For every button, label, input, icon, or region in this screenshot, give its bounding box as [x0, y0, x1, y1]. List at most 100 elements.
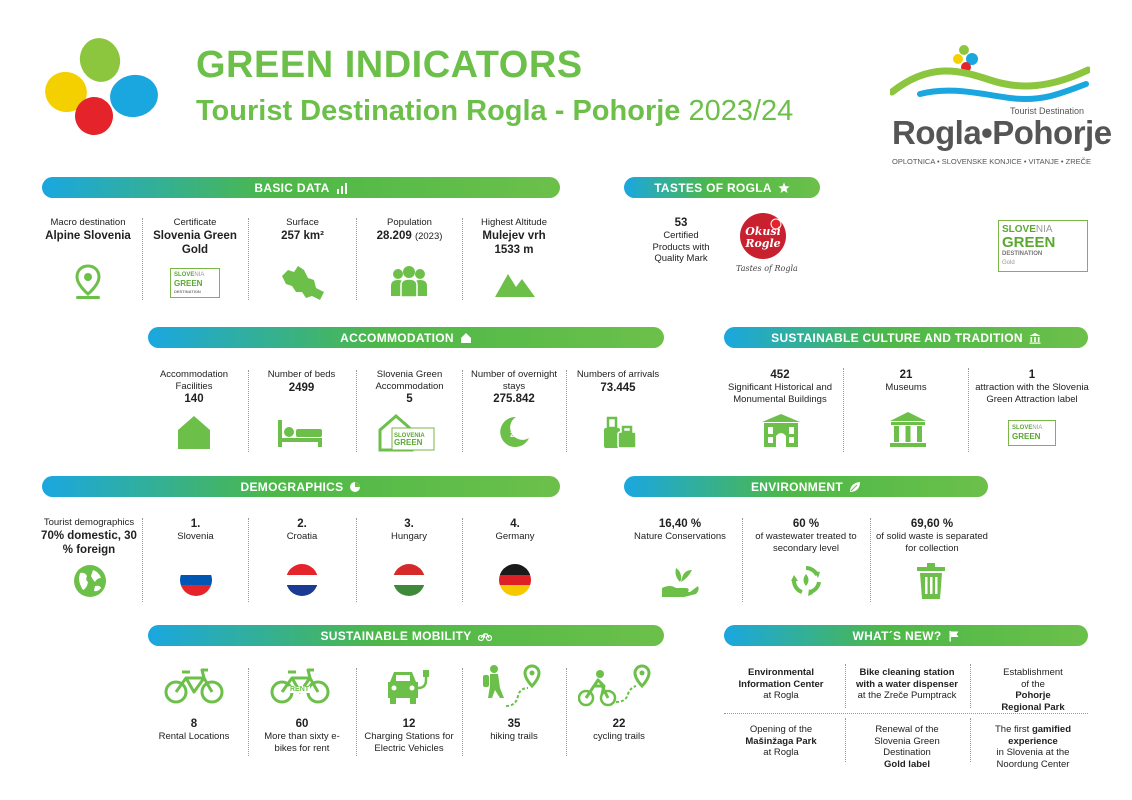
basic-certificate-value: Slovenia Green Gold [153, 229, 237, 256]
basic-surface: Surface 257 km² [255, 217, 350, 243]
news-env-center-bold: Environmental Information Center [738, 667, 824, 690]
env-waste: 69,60 % of solid waste is separated for … [876, 517, 988, 554]
news-regional-park-pre: Establishment of the [1003, 667, 1063, 690]
house-small-icon [460, 332, 471, 343]
culture-museums-value: 21 [899, 369, 913, 381]
brand-places: OPLOTNICA • SLOVENSKE KONJICE • VITANJE … [892, 157, 1092, 166]
okusi-rogle-logo [740, 213, 786, 259]
mob-hiking-value: 35 [507, 718, 521, 730]
acc-green-value: 5 [406, 393, 413, 405]
env-wastewater-label: of wastewater treated to secondary level [755, 531, 857, 554]
demo-intro-value: 70% domestic, 30 % foreign [41, 529, 137, 556]
culture-header: SUSTAINABLE CULTURE AND TRADITION [724, 327, 1088, 348]
env-waste-value: 69,60 % [910, 518, 954, 530]
demo-country-1-rank: 1. [190, 518, 201, 530]
demo-country-1: 1. Slovenia [148, 517, 243, 543]
rent-badge: RENT [289, 686, 311, 693]
news-gamified: The first gamified experience in Sloveni… [976, 724, 1090, 770]
mob-cycling-label: cycling trails [593, 731, 645, 742]
basic-population: Population 28.209 (2023) [362, 217, 457, 244]
luggage-icon [604, 416, 637, 449]
env-wastewater: 60 % of wastewater treated to secondary … [748, 517, 864, 554]
bar-chart-icon [336, 182, 347, 194]
basic-altitude-value: Mulejev vrh 1533 m [482, 229, 546, 256]
basic-macro: Macro destination Alpine Slovenia [42, 217, 134, 243]
culture-buildings-label: Significant Historical and Monumental Bu… [727, 382, 833, 405]
basic-surface-value: 257 km² [281, 229, 324, 242]
flag-croatia [286, 564, 318, 596]
culture-attraction: 1 attraction with the Slovenia Green Att… [974, 368, 1090, 405]
brand-small-label: Tourist Destination [1010, 106, 1085, 116]
bed-icon [278, 420, 322, 447]
flag-germany [499, 564, 531, 596]
acc-beds: Number of beds 2499 [254, 369, 349, 395]
hand-plant-icon [662, 568, 699, 597]
mob-rental-label: Rental Locations [158, 731, 230, 742]
culture-attraction-value: 1 [1028, 369, 1036, 381]
location-pin-icon [75, 264, 101, 299]
env-nature: 16,40 % Nature Conservations [628, 517, 732, 543]
news-regional-park-bold: Pohorje Regional Park [1001, 690, 1065, 713]
demographics-header: DEMOGRAPHICS [42, 476, 560, 497]
acc-arrivals-value: 73.445 [600, 381, 636, 394]
mob-charging: 12 Charging Stations for Electric Vehicl… [362, 717, 456, 754]
mob-rental: 8 Rental Locations [148, 717, 240, 743]
news-gamified-text: in Slovenia at the Noordung Center [996, 747, 1070, 770]
star-icon [778, 182, 790, 193]
env-wastewater-value: 60 % [792, 518, 820, 530]
culture-museums: 21 Museums [850, 368, 962, 394]
news-env-center-text: at Rogla [763, 690, 799, 701]
tastes-count: 53 [674, 217, 688, 229]
basic-data-title: BASIC DATA [254, 180, 330, 195]
cycling-icon [578, 664, 651, 707]
acc-facilities: Accommodation Facilities 140 [148, 369, 240, 406]
demo-country-4-rank: 4. [510, 518, 520, 530]
acc-overnight-label: Number of overnight stays [470, 369, 558, 392]
basic-certificate-label: Certificate [173, 217, 217, 228]
news-masinzaga-bold: Mašinžaga Park [745, 735, 817, 747]
brand-blob-logo [45, 38, 158, 135]
demo-country-3-rank: 3. [404, 518, 414, 530]
page-title: GREEN INDICATORS [196, 44, 583, 86]
whatsnew-header: WHAT´S NEW? [724, 625, 1088, 646]
acc-facilities-label: Accommodation Facilities [159, 369, 229, 392]
slovenia-green-badge: SLOVENIA GREEN DESTINATION [170, 268, 220, 298]
okusi-rogle-text: Okusi Rogle [745, 225, 781, 250]
culture-buildings-value: 452 [770, 369, 790, 381]
whatsnew-title: WHAT´S NEW? [852, 628, 942, 643]
acc-beds-label: Number of beds [267, 369, 336, 380]
environment-header: ENVIRONMENT [624, 476, 988, 497]
historic-building-icon [762, 414, 800, 447]
pie-chart-icon [350, 481, 361, 492]
mob-ebikes: 60 More than sixty e-bikes for rent [254, 717, 350, 754]
news-bike-station-text: at the Zreče Pumptrack [857, 690, 957, 701]
demo-country-1-name: Slovenia [177, 531, 214, 542]
news-masinzaga-text: at Rogla [763, 747, 799, 758]
tastes-info: 53 Certified Products with Quality Mark [644, 216, 718, 265]
news-regional-park: Establishment of the Pohorje Regional Pa… [976, 667, 1090, 713]
environment-title: ENVIRONMENT [751, 479, 843, 494]
bike-small-icon [477, 632, 492, 641]
tastes-title: TASTES OF ROGLA [654, 180, 772, 195]
env-waste-label: of solid waste is separated for collecti… [876, 531, 988, 554]
flag-small-icon [949, 630, 959, 641]
news-gamified-pre: The first [994, 724, 1030, 735]
brand-name: Rogla•Pohorje [892, 114, 1112, 151]
svg-text:z: z [510, 429, 515, 439]
culture-buildings: 452 Significant Historical and Monumenta… [724, 368, 836, 405]
mob-hiking-label: hiking trails [490, 731, 538, 742]
page-subtitle: Tourist Destination Rogla - Pohorje 2023… [196, 95, 793, 128]
acc-arrivals-label: Numbers of arrivals [576, 369, 660, 380]
acc-overnight-value: 275.842 [493, 393, 535, 405]
mobility-header: SUSTAINABLE MOBILITY [148, 625, 664, 646]
acc-overnight: Number of overnight stays 275.842 [468, 369, 560, 406]
basic-data-header: BASIC DATA [42, 177, 560, 198]
bank-small-icon [1029, 332, 1041, 344]
culture-title: SUSTAINABLE CULTURE AND TRADITION [771, 330, 1023, 345]
people-icon [391, 266, 427, 298]
flag-slovenia [180, 564, 212, 596]
demo-intro-label: Tourist demographics [43, 517, 135, 528]
leaf-small-icon [849, 481, 860, 492]
demo-country-3: 3. Hungary [362, 517, 456, 543]
demo-country-3-name: Hungary [391, 531, 427, 542]
